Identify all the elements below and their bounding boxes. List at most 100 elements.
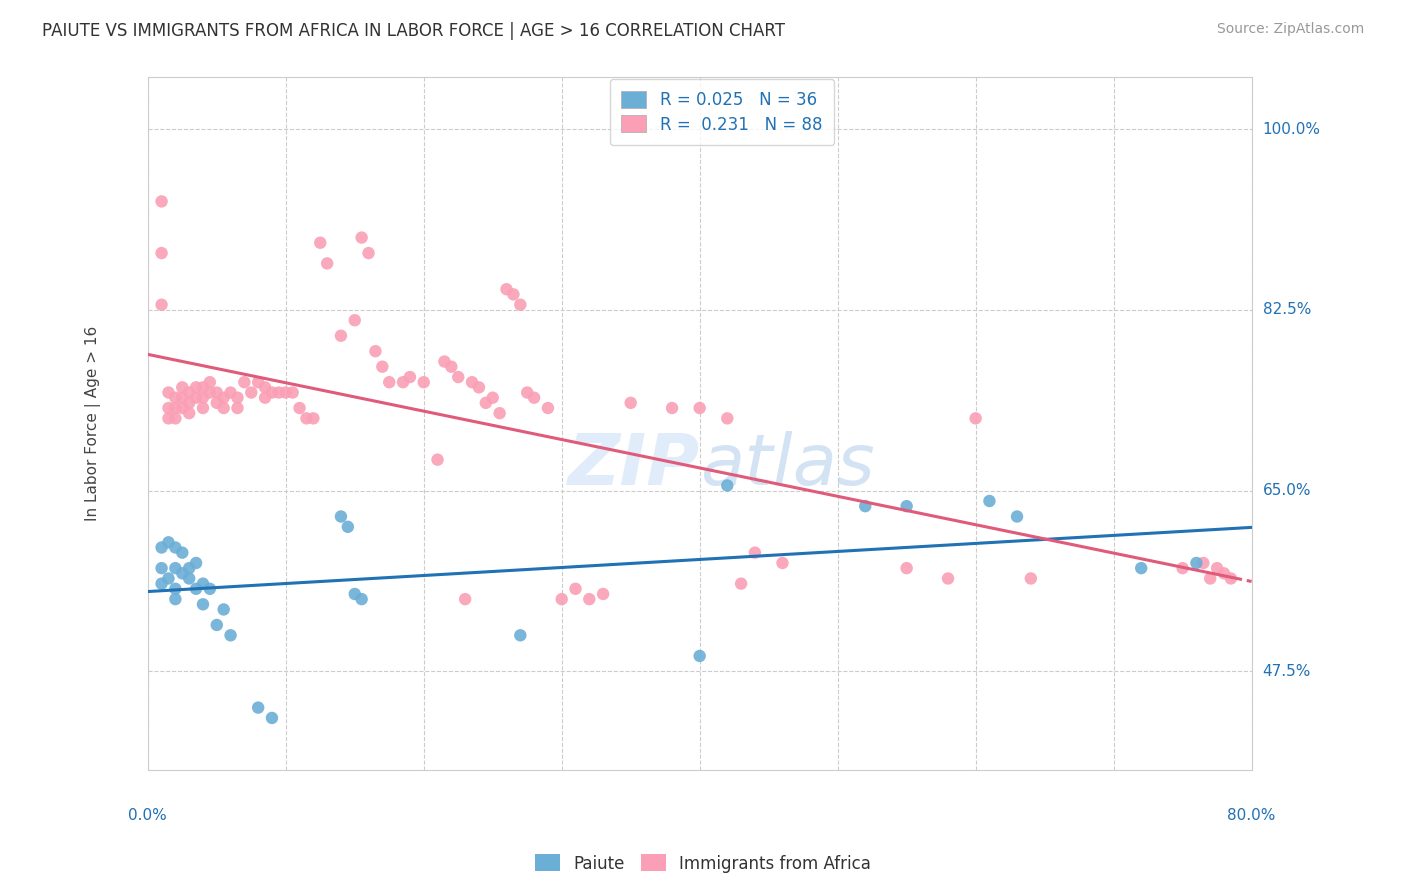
- Point: [509, 628, 531, 642]
- Point: [1206, 561, 1229, 575]
- Point: [620, 396, 643, 410]
- Point: [157, 572, 180, 586]
- Point: [357, 246, 380, 260]
- Text: In Labor Force | Age > 16: In Labor Force | Age > 16: [84, 326, 101, 521]
- Point: [165, 411, 187, 425]
- Point: [578, 592, 600, 607]
- Point: [302, 411, 325, 425]
- Point: [1171, 561, 1194, 575]
- Point: [205, 385, 228, 400]
- Point: [150, 194, 173, 209]
- Point: [240, 385, 263, 400]
- Point: [523, 391, 546, 405]
- Point: [488, 406, 510, 420]
- Point: [157, 535, 180, 549]
- Point: [475, 396, 498, 410]
- Point: [592, 587, 614, 601]
- Point: [150, 576, 173, 591]
- Point: [172, 380, 194, 394]
- Point: [1019, 572, 1042, 586]
- Point: [191, 401, 214, 415]
- Legend: Paiute, Immigrants from Africa: Paiute, Immigrants from Africa: [529, 847, 877, 880]
- Point: [716, 411, 738, 425]
- Point: [184, 582, 207, 596]
- Point: [896, 499, 918, 513]
- Point: [281, 385, 304, 400]
- Point: [853, 499, 876, 513]
- Point: [461, 375, 484, 389]
- Point: [184, 380, 207, 394]
- Point: [165, 561, 187, 575]
- Text: ZIP: ZIP: [568, 431, 700, 500]
- Point: [537, 401, 560, 415]
- Point: [247, 375, 270, 389]
- Point: [191, 576, 214, 591]
- Point: [551, 592, 574, 607]
- Text: Source: ZipAtlas.com: Source: ZipAtlas.com: [1216, 22, 1364, 37]
- Point: [1005, 509, 1028, 524]
- Point: [965, 411, 987, 425]
- Text: 100.0%: 100.0%: [1263, 121, 1320, 136]
- Point: [516, 385, 538, 400]
- Point: [212, 391, 235, 405]
- Point: [689, 648, 711, 663]
- Point: [1199, 572, 1222, 586]
- Point: [254, 391, 277, 405]
- Point: [896, 561, 918, 575]
- Point: [440, 359, 463, 374]
- Point: [329, 509, 352, 524]
- Point: [1213, 566, 1236, 581]
- Point: [295, 411, 318, 425]
- Point: [165, 592, 187, 607]
- Point: [184, 556, 207, 570]
- Point: [172, 566, 194, 581]
- Point: [1130, 561, 1153, 575]
- Point: [481, 391, 503, 405]
- Text: 82.5%: 82.5%: [1263, 302, 1310, 318]
- Point: [772, 556, 794, 570]
- Point: [447, 370, 470, 384]
- Point: [392, 375, 415, 389]
- Point: [165, 541, 187, 555]
- Point: [226, 401, 249, 415]
- Point: [454, 592, 477, 607]
- Point: [205, 396, 228, 410]
- Point: [350, 592, 373, 607]
- Point: [165, 391, 187, 405]
- Point: [433, 354, 456, 368]
- Point: [157, 385, 180, 400]
- Point: [172, 391, 194, 405]
- Point: [744, 546, 766, 560]
- Point: [274, 385, 297, 400]
- Point: [267, 385, 290, 400]
- Point: [172, 401, 194, 415]
- Point: [150, 298, 173, 312]
- Point: [936, 572, 959, 586]
- Point: [1185, 556, 1208, 570]
- Point: [730, 576, 752, 591]
- Text: 47.5%: 47.5%: [1263, 664, 1310, 679]
- Point: [150, 541, 173, 555]
- Point: [191, 380, 214, 394]
- Point: [260, 711, 283, 725]
- Point: [350, 230, 373, 244]
- Point: [495, 282, 517, 296]
- Point: [179, 406, 201, 420]
- Text: 0.0%: 0.0%: [128, 808, 167, 823]
- Point: [1219, 572, 1241, 586]
- Point: [165, 582, 187, 596]
- Text: 65.0%: 65.0%: [1263, 483, 1312, 498]
- Point: [260, 385, 283, 400]
- Point: [371, 359, 394, 374]
- Point: [364, 344, 387, 359]
- Point: [336, 520, 359, 534]
- Point: [198, 375, 221, 389]
- Point: [716, 478, 738, 492]
- Point: [226, 391, 249, 405]
- Point: [212, 602, 235, 616]
- Point: [502, 287, 524, 301]
- Point: [564, 582, 586, 596]
- Point: [219, 385, 242, 400]
- Point: [179, 572, 201, 586]
- Point: [191, 391, 214, 405]
